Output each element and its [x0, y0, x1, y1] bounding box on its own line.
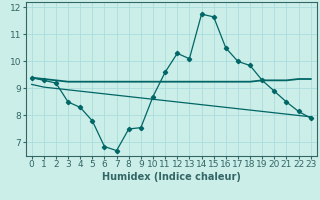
X-axis label: Humidex (Indice chaleur): Humidex (Indice chaleur): [102, 172, 241, 182]
